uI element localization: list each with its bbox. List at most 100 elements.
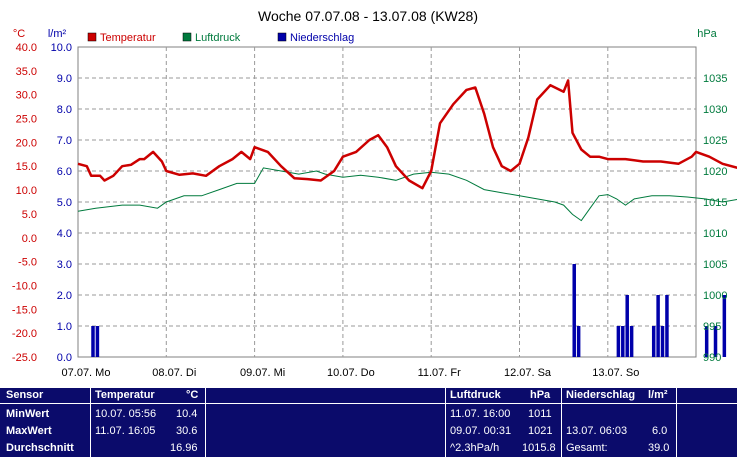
- row-label-max: MaxWert: [6, 425, 52, 437]
- rain-bar: [713, 326, 718, 357]
- temp-tick-label: 25.0: [16, 114, 37, 126]
- series-lines: [77, 79, 737, 222]
- pressure-unit-label: hPa: [697, 28, 717, 40]
- rain-bar: [616, 326, 621, 357]
- rain-tick-label: 1.0: [57, 321, 72, 333]
- rain-bar: [621, 326, 625, 357]
- summary-table: Sensor Temperatur °C Luftdruck hPa Niede…: [0, 388, 737, 457]
- rain-tick-label: 2.0: [57, 290, 72, 302]
- rain-bar: [91, 326, 95, 357]
- temp-tick-label: 5.0: [22, 209, 37, 221]
- table-divider: [561, 388, 562, 457]
- avg-pressure-trend: ^2.3hPa/h: [450, 442, 500, 454]
- pressure-tick-label: 1000: [703, 290, 727, 302]
- legend-swatch-temperatur: [87, 32, 97, 42]
- max-rain-time: 13.07. 06:03: [566, 425, 628, 437]
- temperature-line: [77, 79, 737, 190]
- rain-bar: [95, 326, 100, 357]
- rain-bars: [91, 264, 727, 357]
- pressure-tick-label: 995: [703, 321, 721, 333]
- temp-tick-label: -10.0: [12, 280, 37, 292]
- temp-tick-label: -25.0: [12, 352, 37, 364]
- rain-bar: [660, 326, 665, 357]
- pressure-tick-label: 1020: [703, 166, 727, 178]
- temp-tick-label: 0.0: [22, 233, 37, 245]
- max-temp-time: 11.07. 16:05: [95, 425, 156, 437]
- max-rain-value: 6.0: [652, 425, 668, 437]
- table-divider: [676, 388, 677, 457]
- x-axis-ticks: 07.07. Mo 08.07. Di 09.07. Mi 10.07. Do 11.0…: [62, 367, 640, 379]
- legend-label-niederschlag: Niederschlag: [290, 32, 354, 44]
- rain-bar: [572, 264, 576, 357]
- rain-bar: [576, 326, 581, 357]
- header-temp-unit: °C: [186, 389, 199, 401]
- x-tick-label: 10.07. Do: [327, 367, 375, 379]
- rain-total-label: Gesamt:: [566, 442, 608, 454]
- temp-tick-label: 40.0: [16, 42, 37, 54]
- temp-tick-label: 35.0: [16, 66, 37, 78]
- x-tick-label: 09.07. Mi: [240, 367, 285, 379]
- avg-temp-value: 16.96: [170, 442, 198, 454]
- row-label-avg: Durchschnitt: [6, 442, 74, 454]
- header-pressure-unit: hPa: [530, 389, 551, 401]
- legend-label-luftdruck: Luftdruck: [195, 32, 241, 44]
- pressure-tick-label: 1005: [703, 259, 727, 271]
- pressure-tick-label: 990: [703, 352, 721, 364]
- table-divider: [445, 388, 446, 457]
- rain-tick-label: 0.0: [57, 352, 72, 364]
- x-tick-label: 13.07. So: [592, 367, 639, 379]
- temp-tick-label: -15.0: [12, 304, 37, 316]
- pressure-tick-label: 1035: [703, 73, 727, 85]
- rain-bar: [665, 295, 669, 357]
- max-pressure-time: 09.07. 00:31: [450, 425, 512, 437]
- pressure-tick-label: 1025: [703, 135, 727, 147]
- rain-bar: [629, 326, 634, 357]
- legend: Temperatur Luftdruck Niederschlag: [87, 32, 354, 44]
- min-temp-value: 10.4: [176, 408, 198, 420]
- rain-tick-label: 4.0: [57, 228, 72, 240]
- rain-bar: [722, 295, 727, 357]
- min-pressure-time: 11.07. 16:00: [450, 408, 511, 420]
- min-temp-time: 10.07. 05:56: [95, 408, 157, 420]
- temp-unit-label: °C: [13, 28, 25, 40]
- rain-axis-ticks: 10.0 9.0 8.0 7.0 6.0 5.0 4.0 3.0 2.0 1.0 0.0: [51, 42, 72, 364]
- rain-tick-label: 10.0: [51, 42, 72, 54]
- table-divider: [0, 403, 737, 404]
- avg-pressure-value: 1015.8: [522, 442, 556, 454]
- rain-bar: [656, 295, 660, 357]
- temp-tick-label: -5.0: [18, 257, 37, 269]
- pressure-axis-ticks: 1035 1030 1025 1020 1015 1010 1005 1000 995 990: [703, 73, 727, 364]
- temp-tick-label: 30.0: [16, 90, 37, 102]
- rain-tick-label: 5.0: [57, 197, 72, 209]
- grid: [78, 47, 696, 357]
- rain-bar: [651, 326, 656, 357]
- temp-tick-label: -20.0: [12, 328, 37, 340]
- row-label-min: MinWert: [6, 408, 50, 420]
- x-tick-label: 07.07. Mo: [62, 367, 111, 379]
- temp-tick-label: 15.0: [16, 161, 37, 173]
- temp-tick-label: 20.0: [16, 137, 37, 149]
- x-tick-label: 08.07. Di: [152, 367, 196, 379]
- chart-title: Woche 07.07.08 - 13.07.08 (KW28): [258, 8, 478, 24]
- temp-axis-ticks: 40.0 35.0 30.0 25.0 20.0 15.0 10.0 5.0 0.0 -5.0 -1…: [12, 42, 37, 364]
- table-divider: [205, 388, 206, 457]
- rain-tick-label: 7.0: [57, 135, 72, 147]
- min-pressure-value: 1011: [528, 408, 552, 420]
- header-temp: Temperatur: [95, 389, 155, 401]
- rain-tick-label: 8.0: [57, 104, 72, 116]
- pressure-tick-label: 1015: [703, 197, 727, 209]
- rain-total-value: 39.0: [648, 442, 670, 454]
- pressure-tick-label: 1030: [703, 104, 727, 116]
- rain-tick-label: 3.0: [57, 259, 72, 271]
- x-tick-label: 12.07. Sa: [504, 367, 552, 379]
- max-temp-value: 30.6: [176, 425, 198, 437]
- legend-swatch-luftdruck: [182, 32, 192, 42]
- rain-bar: [625, 295, 629, 357]
- x-tick-label: 11.07. Fr: [418, 367, 462, 379]
- legend-swatch-niederschlag: [277, 32, 287, 42]
- header-sensor: Sensor: [6, 389, 44, 401]
- header-rain: Niederschlag: [566, 389, 636, 401]
- header-pressure: Luftdruck: [450, 389, 501, 401]
- table-divider: [90, 388, 91, 457]
- rain-bar: [704, 326, 709, 357]
